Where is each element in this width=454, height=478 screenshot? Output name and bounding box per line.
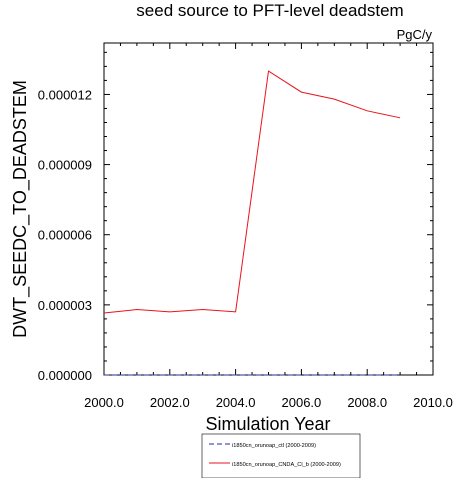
- x-tick-label: 2006.0: [282, 395, 322, 410]
- units-label: PgC/y: [397, 27, 433, 42]
- x-tick-label: 2002.0: [150, 395, 190, 410]
- tick-labels: 2000.0 2002.0 2004.0 2006.0 2008.0 2010.0 0.00…: [38, 87, 453, 410]
- legend-label: i1850cn_orunoap_ctl (2000-2009): [232, 443, 316, 449]
- x-tick-label: 2000.0: [84, 395, 124, 410]
- x-tick-label: 2010.0: [413, 395, 453, 410]
- chart-title: seed source to PFT-level deadstem: [136, 1, 403, 20]
- series-lines: [103, 70, 401, 376]
- legend-box: [201, 433, 361, 478]
- axis-ticks: [103, 43, 434, 376]
- y-tick-label: 0.000003: [38, 298, 92, 313]
- x-tick-label: 2008.0: [347, 395, 387, 410]
- series-line-2: [103, 70, 401, 314]
- x-tick-label: 2004.0: [216, 395, 256, 410]
- y-tick-label: 0.000000: [38, 368, 92, 383]
- legend-label: i1850cn_orunoap_CNDA_Cl_b (2000-2009): [232, 462, 341, 468]
- y-tick-label: 0.000012: [38, 87, 92, 102]
- y-axis-label: DWT_SEEDC_TO_DEADSTEM: [10, 80, 31, 338]
- y-tick-label: 0.000009: [38, 158, 92, 173]
- plot-frame: [103, 42, 434, 376]
- legend: i1850cn_orunoap_ctl (2000-2009) i1850cn_o…: [209, 443, 341, 468]
- y-tick-label: 0.000006: [38, 228, 92, 243]
- x-axis-label: Simulation Year: [205, 414, 330, 434]
